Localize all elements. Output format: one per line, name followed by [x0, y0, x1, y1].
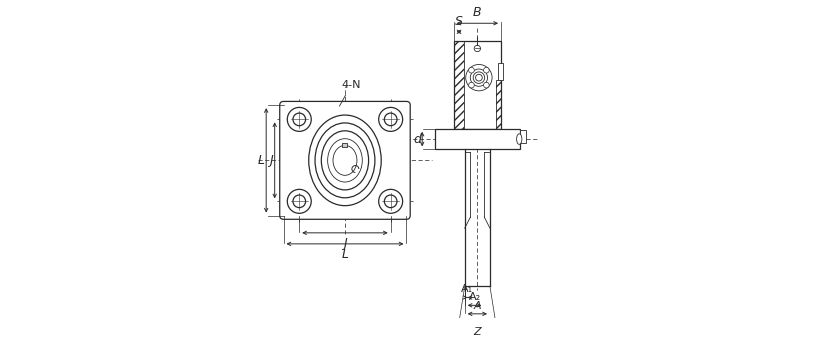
- Bar: [454, 41, 501, 129]
- Circle shape: [484, 82, 490, 88]
- Bar: [498, 63, 503, 80]
- Text: B: B: [473, 5, 481, 19]
- Ellipse shape: [517, 134, 522, 144]
- Circle shape: [287, 107, 311, 131]
- Circle shape: [384, 113, 397, 126]
- Circle shape: [379, 189, 402, 213]
- Circle shape: [470, 69, 487, 86]
- Bar: [520, 130, 526, 143]
- Bar: [454, 41, 464, 129]
- Circle shape: [384, 195, 397, 208]
- Ellipse shape: [308, 115, 381, 206]
- Circle shape: [287, 189, 311, 213]
- Text: A₁: A₁: [461, 284, 473, 294]
- Bar: [435, 129, 520, 149]
- FancyBboxPatch shape: [280, 101, 410, 219]
- Circle shape: [474, 45, 481, 52]
- Text: J: J: [268, 154, 273, 167]
- Text: A: A: [473, 301, 481, 311]
- Circle shape: [293, 195, 305, 208]
- Circle shape: [476, 74, 482, 81]
- Bar: [495, 80, 501, 129]
- Text: L: L: [258, 154, 265, 167]
- Text: Z: Z: [473, 327, 481, 337]
- Circle shape: [379, 107, 402, 131]
- Text: L: L: [341, 248, 348, 261]
- Ellipse shape: [328, 139, 362, 182]
- Ellipse shape: [322, 131, 369, 190]
- Bar: [495, 80, 501, 129]
- Text: S: S: [455, 15, 463, 28]
- Text: J: J: [343, 237, 347, 250]
- Text: 4-N: 4-N: [339, 80, 361, 106]
- Bar: [343, 143, 348, 147]
- Circle shape: [293, 113, 305, 126]
- Ellipse shape: [333, 145, 357, 175]
- Text: d: d: [413, 132, 421, 146]
- Circle shape: [484, 67, 490, 73]
- Ellipse shape: [315, 123, 375, 198]
- Circle shape: [468, 67, 474, 73]
- Bar: [454, 41, 464, 129]
- Circle shape: [466, 65, 492, 91]
- Circle shape: [473, 72, 485, 83]
- Circle shape: [468, 82, 474, 88]
- Text: A₂: A₂: [468, 292, 481, 302]
